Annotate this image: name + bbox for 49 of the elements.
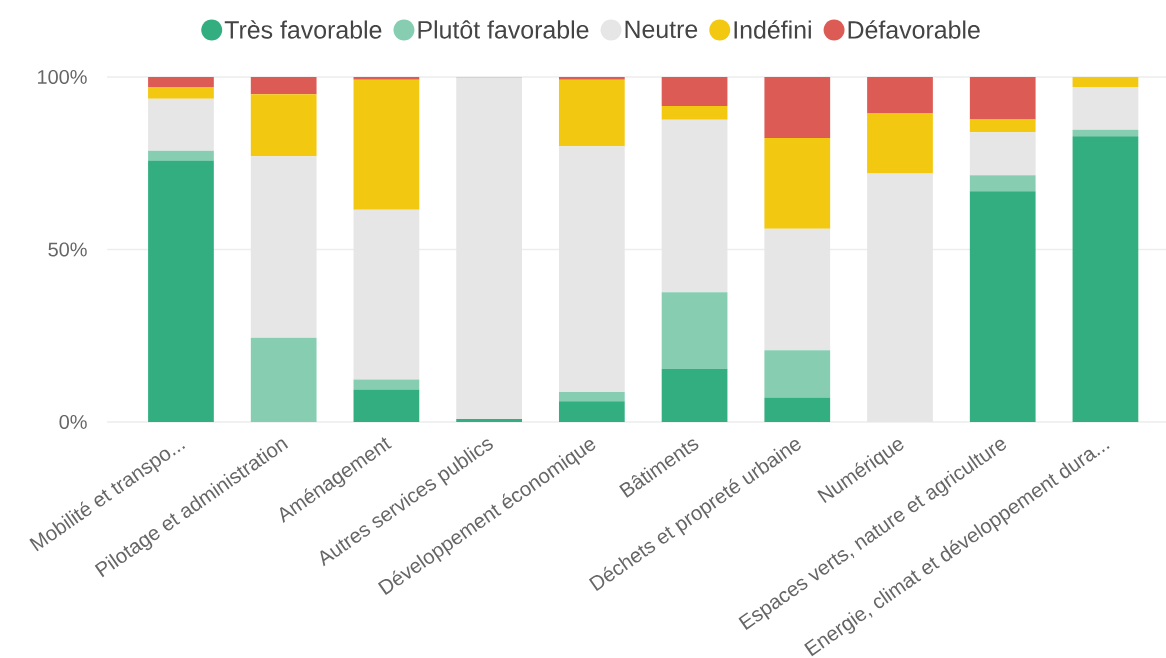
- bar: [250, 94, 317, 157]
- bar: [558, 146, 625, 392]
- bar: [764, 350, 831, 398]
- bar: [969, 77, 1036, 120]
- bar: [353, 79, 420, 210]
- bar: [969, 119, 1036, 133]
- y-tick-label: 100%: [38, 69, 87, 85]
- bar: [353, 389, 420, 422]
- bar: [969, 191, 1036, 422]
- bar: [558, 77, 625, 80]
- legend-label: Neutre: [625, 20, 698, 39]
- bar: [969, 132, 1036, 176]
- bar: [764, 77, 831, 139]
- bar: [969, 175, 1036, 192]
- bar: [1072, 87, 1139, 130]
- bar: [148, 150, 214, 161]
- bar: [764, 228, 831, 351]
- bar: [661, 77, 728, 106]
- bar: [558, 391, 625, 402]
- bar: [558, 79, 625, 147]
- bar: [558, 401, 625, 422]
- legend-label: Indéfini: [734, 20, 811, 39]
- bar: [250, 156, 317, 338]
- y-tick-label: 0%: [59, 414, 87, 430]
- bar: [250, 337, 317, 422]
- y-tick-label: 50%: [48, 242, 87, 257]
- bar: [1072, 136, 1139, 422]
- bar: [764, 138, 831, 229]
- bar: [867, 77, 933, 114]
- bar: [661, 368, 728, 422]
- bar: [148, 160, 214, 422]
- bar: [353, 77, 420, 80]
- bar: [148, 87, 214, 99]
- bar: [250, 77, 317, 95]
- bar: [661, 292, 728, 369]
- legend-label: Plutôt favorable: [418, 20, 589, 39]
- bar: [1072, 77, 1139, 87]
- bar: [867, 113, 933, 174]
- bar: [661, 119, 728, 293]
- bar: [661, 105, 728, 120]
- bar: [353, 209, 420, 380]
- legend-label: Très favorable: [224, 20, 382, 39]
- bar: [148, 98, 214, 151]
- legend-label: Défavorable: [848, 20, 980, 39]
- bar: [456, 418, 522, 422]
- bar: [148, 77, 214, 87]
- bar: [764, 397, 831, 422]
- bar: [1072, 129, 1139, 137]
- bar: [353, 379, 420, 390]
